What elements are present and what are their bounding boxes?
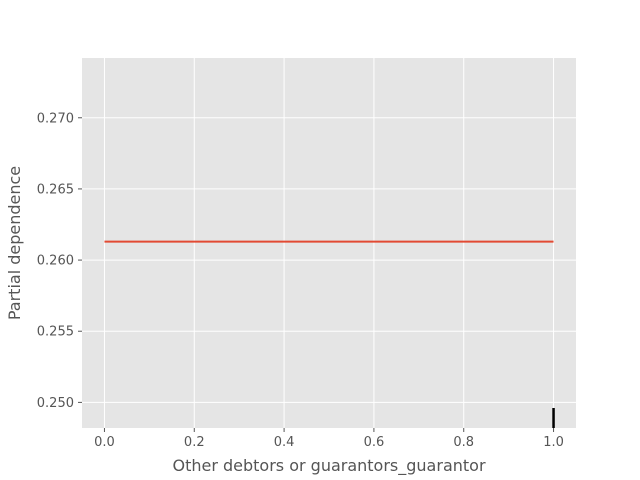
y-tick-label: 0.255 bbox=[37, 325, 74, 340]
y-axis-label: Partial dependence bbox=[5, 166, 24, 320]
x-tick-label: 0.0 bbox=[94, 435, 115, 450]
y-axis-ticks: 0.250 0.255 0.260 0.265 0.270 bbox=[37, 111, 82, 411]
x-tick-label: 0.8 bbox=[453, 435, 474, 450]
x-tick-label: 0.4 bbox=[274, 435, 295, 450]
x-tick-label: 0.6 bbox=[364, 435, 385, 450]
plot-area bbox=[82, 58, 576, 428]
y-tick-label: 0.250 bbox=[37, 396, 74, 411]
grid-lines bbox=[82, 58, 576, 428]
x-tick-label: 0.2 bbox=[184, 435, 205, 450]
y-tick-label: 0.260 bbox=[37, 254, 74, 269]
y-tick-label: 0.265 bbox=[37, 182, 74, 197]
x-tick-label: 1.0 bbox=[543, 435, 564, 450]
x-axis-ticks: 0.0 0.2 0.4 0.6 0.8 1.0 bbox=[94, 428, 564, 450]
y-tick-label: 0.270 bbox=[37, 111, 74, 126]
x-axis-label: Other debtors or guarantors_guarantor bbox=[172, 456, 485, 476]
